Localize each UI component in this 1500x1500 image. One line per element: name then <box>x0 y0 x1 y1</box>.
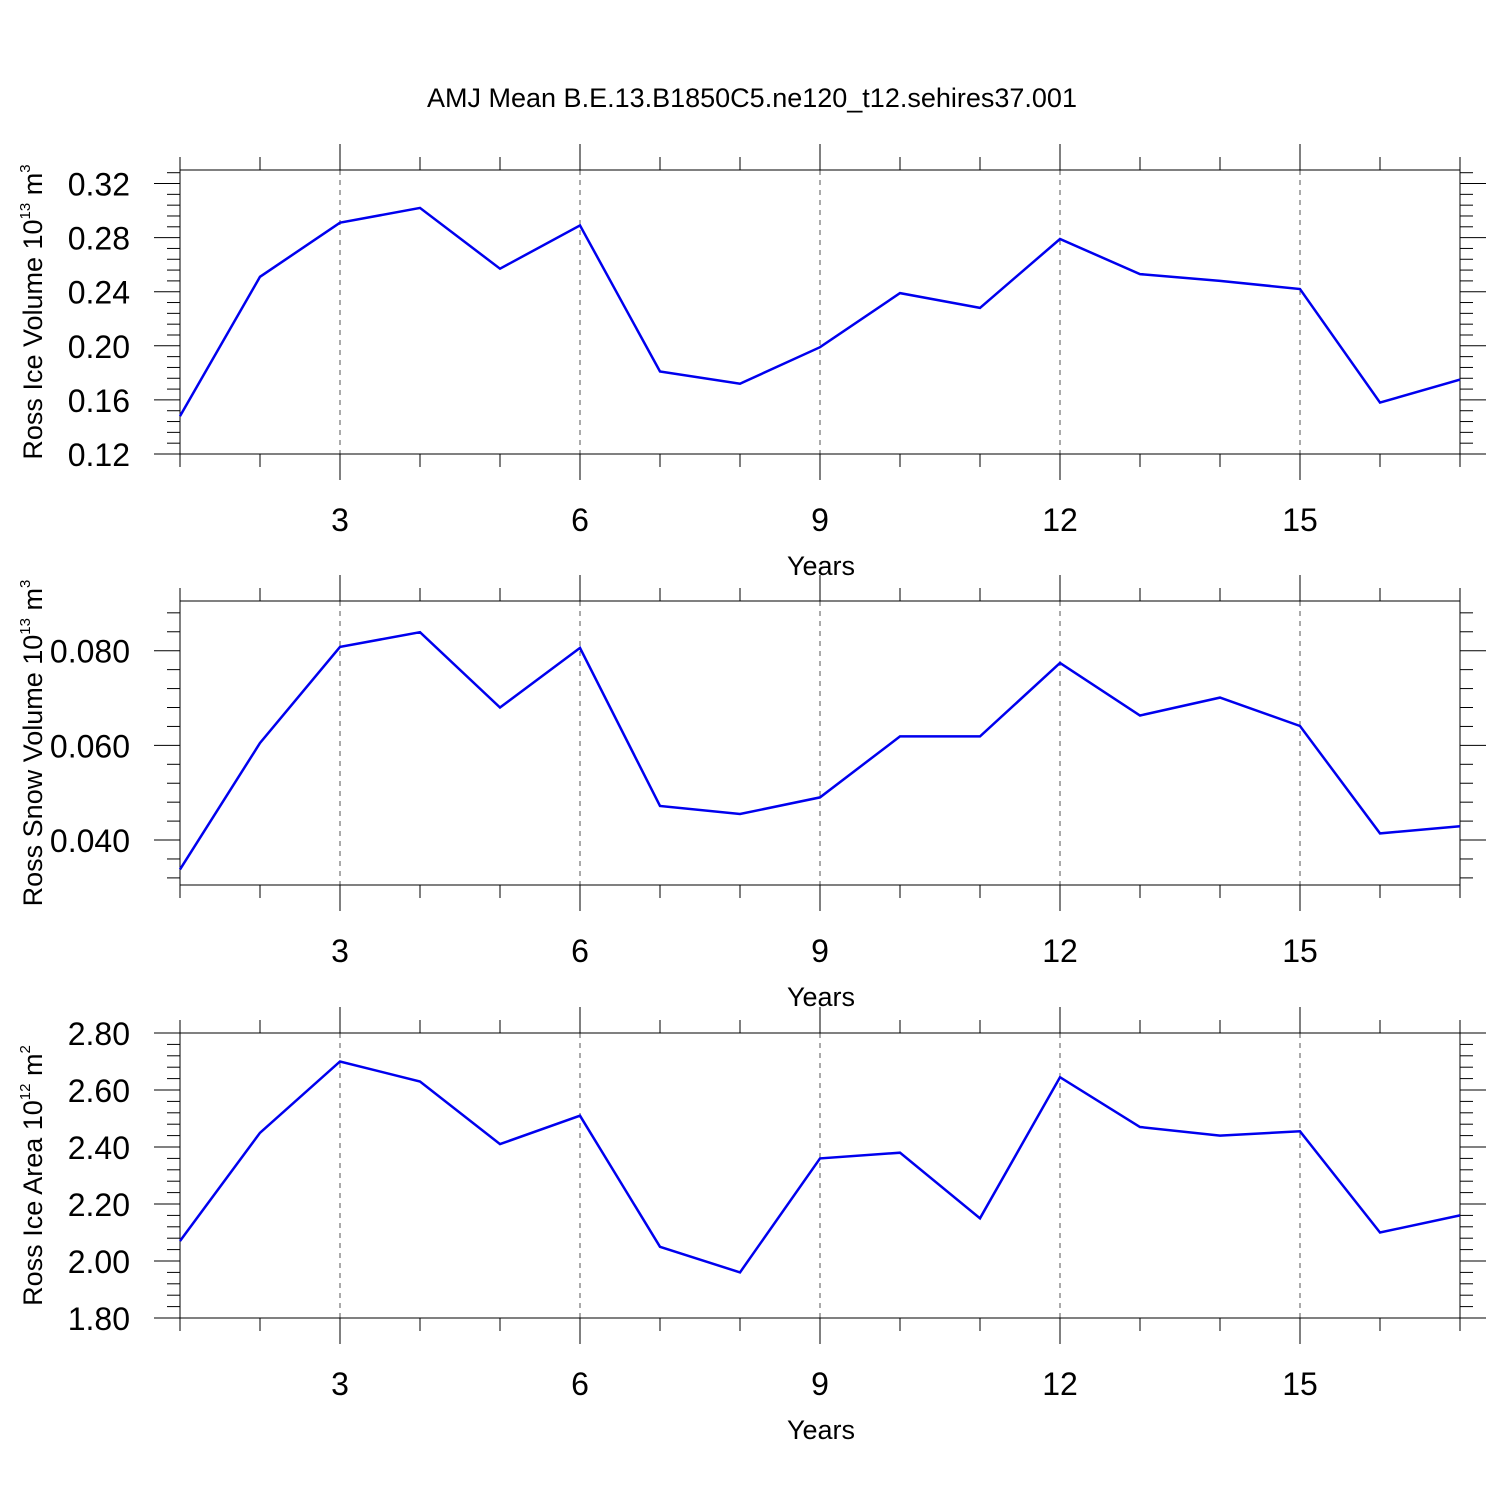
panel-1-xtick-label-12: 12 <box>1042 502 1078 538</box>
chart-title: AMJ Mean B.E.13.B1850C5.ne120_t12.sehire… <box>427 83 1077 113</box>
panel-1-ytick-label: 0.16 <box>68 383 130 419</box>
panel-2-ytick-label: 0.080 <box>50 634 130 670</box>
panel-1-ytick-label: 0.12 <box>68 437 130 473</box>
panel-2-series-line <box>178 630 1461 871</box>
panel-1-xtick-label-3: 3 <box>331 502 349 538</box>
panel-2-ylabel: Ross Snow Volume 1013 m3 <box>17 580 48 907</box>
panel-3-ylabel: Ross Ice Area 1012 m2 <box>17 1045 48 1306</box>
panel-3-ytick-label: 2.40 <box>68 1130 130 1166</box>
panel-3: 3 6 9 12 15 Years 1.80 2.00 2.20 2.40 2.60 2.80 Ross… <box>17 1007 1486 1445</box>
panel-2-xtick-label-9: 9 <box>811 933 829 969</box>
panel-2-xtick-label-12: 12 <box>1042 933 1078 969</box>
panel-3-ytick-label: 2.60 <box>68 1073 130 1109</box>
panel-1: 3 6 9 12 15 Years 0.12 0.16 0.20 0.24 0.28 0.32 Ross… <box>17 144 1486 581</box>
panel-2-xtick-label-15: 15 <box>1282 933 1318 969</box>
panel-1-xtick-label-6: 6 <box>571 502 589 538</box>
panels: 3 6 9 12 15 Years 0.12 0.16 0.20 0.24 0.28 0.32 Ross… <box>17 144 1486 1445</box>
panel-3-xlabel: Years <box>787 1415 855 1445</box>
panel-1-ytick-label: 0.32 <box>68 167 130 203</box>
panel-2-ytick-label: 0.040 <box>50 823 130 859</box>
panel-3-ytick-label: 1.80 <box>68 1301 130 1337</box>
panel-3-xtick-label-9: 9 <box>811 1366 829 1402</box>
panel-2-xtick-label-3: 3 <box>331 933 349 969</box>
panel-3-xtick-label-3: 3 <box>331 1366 349 1402</box>
panel-3-ytick-label: 2.00 <box>68 1244 130 1280</box>
panel-1-xtick-label-9: 9 <box>811 502 829 538</box>
panel-3-xtick-label-6: 6 <box>571 1366 589 1402</box>
panel-1-ytick-label: 0.28 <box>68 221 130 257</box>
panel-1-ylabel: Ross Ice Volume 1013 m3 <box>17 164 48 459</box>
panel-3-ytick-label: 2.20 <box>68 1187 130 1223</box>
panel-3-series-line <box>178 1060 1461 1274</box>
panel-1-xtick-label-15: 15 <box>1282 502 1318 538</box>
panel-1-series-line <box>178 206 1461 417</box>
panel-2-xlabel: Years <box>787 982 855 1012</box>
panel-1-ytick-label: 0.20 <box>68 329 130 365</box>
panel-2-xtick-label-6: 6 <box>571 933 589 969</box>
panel-3-ytick-label: 2.80 <box>68 1016 130 1052</box>
panel-3-xtick-label-12: 12 <box>1042 1366 1078 1402</box>
panel-1-ytick-label: 0.24 <box>68 275 130 311</box>
panel-3-xtick-label-15: 15 <box>1282 1366 1318 1402</box>
panel-2-ytick-label: 0.060 <box>50 728 130 764</box>
panel-1-xlabel: Years <box>787 551 855 581</box>
